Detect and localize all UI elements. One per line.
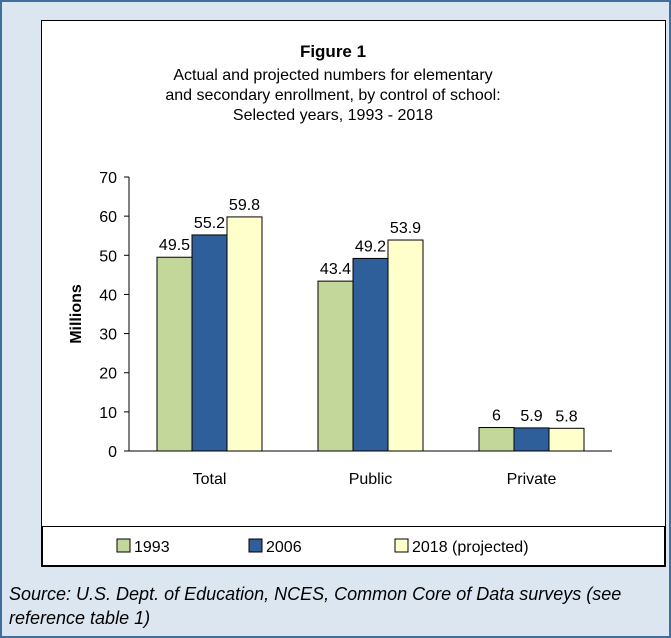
data-label: 49.2 (355, 238, 386, 255)
bar (352, 257, 389, 452)
legend-box (42, 526, 665, 566)
legend-swatch (248, 538, 263, 553)
legend-label: 2018 (projected) (412, 539, 529, 556)
legend-swatch (116, 538, 131, 553)
y-tick-label: 40 (99, 287, 117, 304)
data-label: 49.5 (159, 237, 190, 254)
bar (317, 280, 354, 452)
chart-title: Figure 1 (300, 42, 366, 61)
y-tick-label: 60 (99, 209, 117, 226)
source-note: Source: U.S. Dept. of Education, NCES, C… (9, 584, 622, 628)
legend-swatch (394, 538, 409, 553)
y-tick-label: 20 (99, 366, 117, 383)
legend-label: 1993 (134, 539, 170, 556)
data-label: 6 (492, 408, 501, 425)
data-label: 59.8 (229, 197, 260, 214)
data-label: 5.8 (555, 408, 577, 425)
data-label: 53.9 (390, 220, 421, 237)
bar (513, 427, 550, 452)
x-tick-label: Public (349, 471, 393, 488)
bar (387, 239, 424, 452)
y-tick-label: 50 (99, 248, 117, 265)
bar (191, 234, 228, 452)
y-tick-label: 0 (108, 444, 117, 461)
bar-chart: Figure 1 Actual and projected numbers for… (42, 42, 665, 566)
y-axis-title: Millions (68, 284, 85, 344)
data-label: 55.2 (194, 215, 225, 232)
bar (226, 216, 263, 452)
bar (156, 256, 193, 452)
chart-panel: Figure 1 Actual and projected numbers for… (41, 20, 666, 567)
chart-subtitle-line: and secondary enrollment, by control of … (165, 87, 500, 104)
data-label: 5.9 (520, 408, 542, 425)
x-tick-label: Total (193, 471, 227, 488)
bar (478, 427, 515, 452)
data-label: 43.4 (320, 261, 351, 278)
legend-label: 2006 (266, 539, 302, 556)
chart-subtitle-line: Actual and projected numbers for element… (173, 67, 492, 84)
y-tick-label: 10 (99, 405, 117, 422)
y-tick-label: 70 (99, 170, 117, 187)
x-tick-label: Private (507, 471, 557, 488)
y-tick-label: 30 (99, 327, 117, 344)
chart-subtitle-line: Selected years, 1993 - 2018 (233, 107, 433, 124)
bar (548, 427, 585, 452)
